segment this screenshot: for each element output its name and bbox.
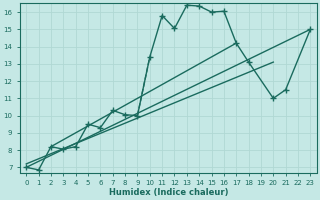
X-axis label: Humidex (Indice chaleur): Humidex (Indice chaleur) <box>108 188 228 197</box>
